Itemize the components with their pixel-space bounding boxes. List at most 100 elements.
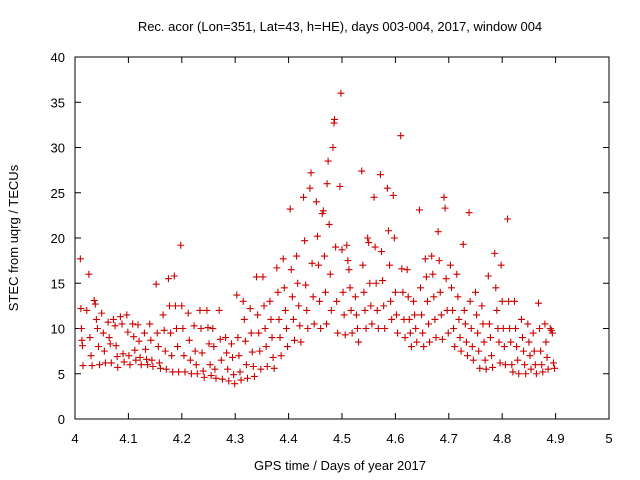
data-point	[233, 291, 241, 299]
data-point	[250, 372, 258, 380]
data-point	[177, 241, 185, 249]
data-point	[456, 334, 464, 342]
data-point	[416, 284, 424, 292]
data-point	[294, 279, 302, 287]
data-point	[215, 306, 223, 314]
data-point	[486, 334, 494, 342]
data-point	[548, 329, 556, 337]
data-point	[229, 353, 237, 361]
data-point	[209, 325, 217, 332]
data-point	[222, 334, 230, 342]
data-point	[507, 338, 515, 346]
data-point	[126, 361, 134, 369]
y-axis-ticks: 0 5 10 15 20 25 30 35 40	[51, 50, 609, 427]
data-point	[175, 368, 183, 376]
data-point	[506, 325, 514, 332]
data-point	[152, 280, 160, 288]
data-point	[366, 279, 374, 287]
data-point	[104, 318, 112, 326]
data-point	[535, 299, 543, 307]
data-point	[532, 370, 540, 378]
data-point	[463, 352, 471, 360]
y-tick-label: 35	[51, 95, 65, 110]
data-point	[304, 325, 312, 332]
data-point	[508, 361, 516, 369]
data-point	[227, 340, 235, 348]
data-point	[388, 315, 396, 323]
data-point	[86, 334, 94, 342]
data-point	[178, 302, 186, 310]
data-point	[217, 356, 225, 364]
y-tick-label: 0	[58, 412, 65, 427]
data-point	[435, 257, 443, 265]
data-point	[515, 370, 523, 378]
data-point	[249, 363, 257, 371]
data-point	[501, 361, 509, 369]
data-point	[210, 343, 218, 351]
x-axis-ticks: 4 4.1 4.2 4.3 4.4 4.5 4.6 4.7 4.8 4.9 5	[71, 57, 613, 446]
x-tick-label: 4.6	[386, 431, 404, 446]
data-point	[263, 363, 271, 371]
data-point	[390, 234, 398, 242]
y-tick-label: 5	[58, 367, 65, 382]
data-point	[172, 325, 180, 332]
data-point	[237, 376, 245, 384]
data-point	[367, 302, 375, 310]
data-point	[343, 241, 351, 249]
data-point	[472, 288, 479, 296]
data-point	[391, 288, 399, 296]
data-point	[187, 370, 195, 378]
data-point	[193, 370, 201, 378]
data-point	[275, 315, 283, 323]
data-point	[100, 347, 108, 355]
data-point	[413, 338, 421, 346]
data-point	[96, 361, 104, 369]
data-point	[131, 346, 139, 354]
data-point	[380, 302, 388, 310]
data-point	[405, 315, 413, 323]
data-point	[76, 255, 84, 263]
data-point	[426, 338, 434, 346]
data-point	[141, 345, 149, 353]
data-point	[92, 315, 100, 323]
data-point	[339, 288, 347, 296]
data-point	[462, 338, 470, 346]
data-point	[308, 259, 316, 267]
data-point	[282, 325, 290, 332]
data-point	[460, 306, 468, 314]
data-point	[276, 334, 284, 342]
data-point	[497, 261, 505, 269]
data-point	[371, 243, 379, 251]
data-point	[242, 361, 250, 369]
data-point	[262, 343, 270, 351]
data-point	[254, 311, 262, 319]
data-point	[246, 305, 254, 313]
data-point	[93, 325, 101, 332]
data-point	[346, 284, 354, 292]
data-point	[451, 343, 459, 351]
data-point	[218, 375, 226, 383]
data-point	[397, 132, 405, 140]
data-point	[289, 315, 297, 323]
data-point	[171, 302, 179, 310]
data-point	[521, 361, 529, 369]
data-point	[353, 325, 361, 332]
data-point	[406, 329, 414, 337]
data-point	[394, 329, 402, 337]
data-point	[495, 338, 503, 346]
data-point	[168, 352, 176, 360]
data-point	[407, 343, 415, 351]
data-point	[510, 297, 518, 305]
data-point	[199, 367, 207, 375]
data-point	[288, 293, 296, 301]
data-point	[303, 306, 311, 314]
data-point	[383, 184, 391, 192]
data-point	[149, 363, 157, 371]
data-point	[467, 325, 475, 332]
data-point	[216, 335, 224, 343]
data-point	[281, 306, 289, 314]
data-point	[223, 349, 231, 357]
data-point	[530, 347, 538, 355]
data-point	[147, 336, 155, 344]
data-point	[536, 325, 544, 332]
